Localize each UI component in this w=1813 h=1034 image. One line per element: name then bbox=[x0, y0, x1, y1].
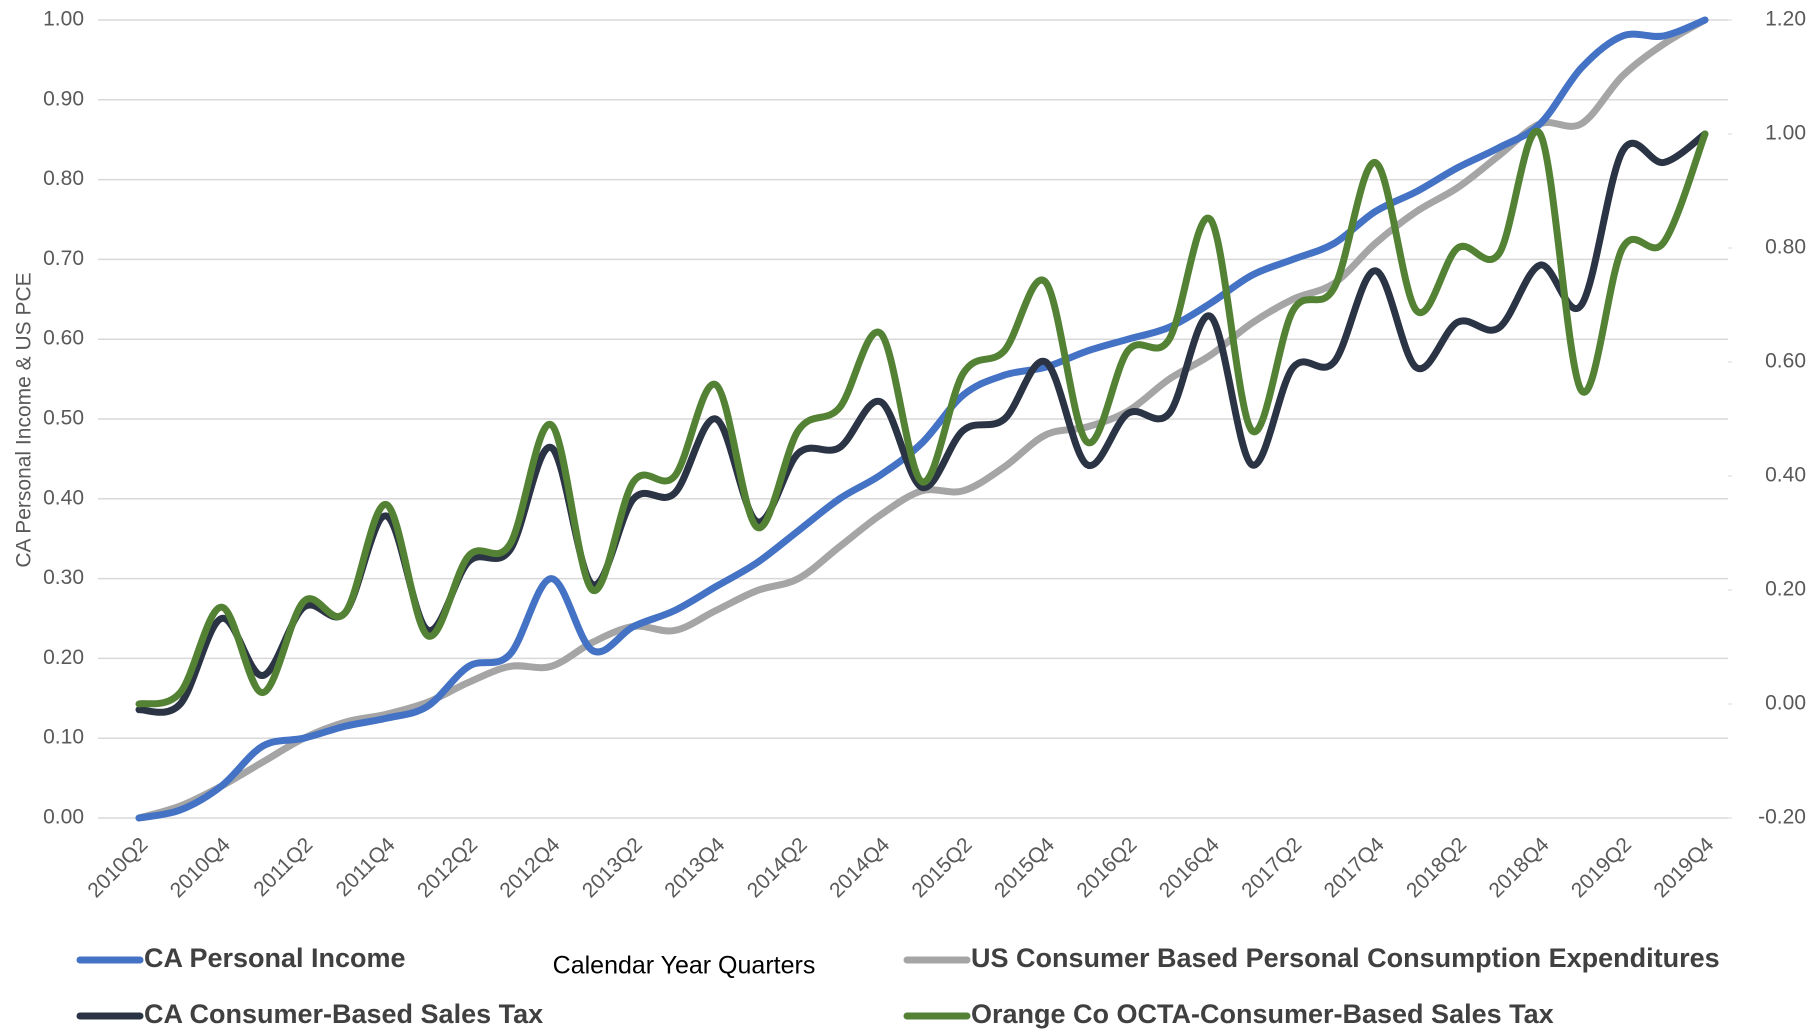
y-axis-title: CA Personal Income & US PCE bbox=[13, 272, 36, 567]
x-tick-label: 2013Q4 bbox=[660, 833, 729, 902]
x-tick-label: 2019Q4 bbox=[1649, 833, 1718, 902]
x-tick-label: 2011Q4 bbox=[332, 833, 400, 901]
y2-tick-label: -0.20 bbox=[1758, 806, 1806, 829]
y-tick-label: 0.80 bbox=[43, 167, 84, 190]
x-tick-label: 2016Q4 bbox=[1155, 833, 1224, 902]
x-tick-label: 2018Q2 bbox=[1402, 833, 1471, 902]
y2-tick-label: 1.20 bbox=[1765, 8, 1806, 31]
legend-label: US Consumer Based Personal Consumption E… bbox=[971, 943, 1720, 973]
x-tick-label: 2016Q2 bbox=[1072, 833, 1141, 902]
y-tick-label: 0.50 bbox=[43, 407, 84, 430]
y-tick-label: 0.60 bbox=[43, 327, 84, 350]
y2-tick-label: 0.20 bbox=[1765, 578, 1806, 601]
y-tick-label: 0.90 bbox=[43, 87, 84, 110]
x-tick-label: 2019Q2 bbox=[1567, 833, 1636, 902]
legend-label: CA Consumer-Based Sales Tax bbox=[144, 999, 543, 1029]
y2-tick-label: 0.00 bbox=[1765, 692, 1806, 715]
legend-label: CA Personal Income bbox=[144, 943, 406, 973]
x-tick-label: 2017Q2 bbox=[1237, 833, 1306, 902]
x-tick-label: 2014Q4 bbox=[825, 833, 894, 902]
y-tick-label: 0.40 bbox=[43, 486, 84, 509]
legend-label: Orange Co OCTA-Consumer-Based Sales Tax bbox=[971, 999, 1554, 1029]
x-tick-label: 2012Q4 bbox=[495, 833, 564, 902]
x-tick-label: 2010Q4 bbox=[166, 833, 235, 902]
series-line bbox=[135, 127, 1709, 708]
x-tick-label: 2011Q2 bbox=[249, 833, 317, 901]
series-line bbox=[135, 130, 1709, 716]
y2-tick-label: 0.80 bbox=[1765, 236, 1806, 259]
series-line bbox=[135, 16, 1709, 822]
y-tick-label: 1.00 bbox=[43, 8, 84, 31]
y2-tick-label: 0.60 bbox=[1765, 350, 1806, 373]
x-tick-label: 2014Q2 bbox=[743, 833, 812, 902]
x-tick-label: 2010Q2 bbox=[83, 833, 152, 902]
y-tick-label: 0.00 bbox=[43, 806, 84, 829]
y-tick-label: 0.10 bbox=[43, 726, 84, 749]
x-tick-label: 2012Q2 bbox=[413, 833, 482, 902]
x-tick-label: 2018Q4 bbox=[1485, 833, 1554, 902]
x-tick-label: 2015Q2 bbox=[908, 833, 977, 902]
y-tick-label: 0.70 bbox=[43, 247, 84, 270]
y-tick-label: 0.30 bbox=[43, 566, 84, 589]
x-tick-label: 2015Q4 bbox=[990, 833, 1059, 902]
x-tick-label: 2017Q4 bbox=[1320, 833, 1389, 902]
y2-tick-label: 1.00 bbox=[1765, 122, 1806, 145]
y-tick-label: 0.20 bbox=[43, 646, 84, 669]
x-tick-label: 2013Q2 bbox=[578, 833, 647, 902]
y2-tick-label: 0.40 bbox=[1765, 464, 1806, 487]
x-axis-title: Calendar Year Quarters bbox=[553, 952, 816, 980]
